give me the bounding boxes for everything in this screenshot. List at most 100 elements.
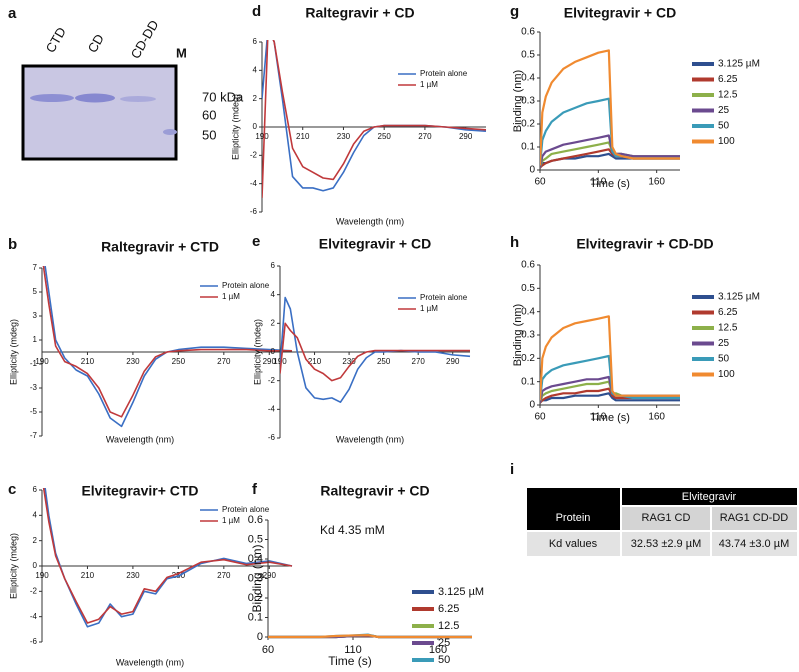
x-tick-label: 230 [337,132,351,141]
x-axis-label: Wavelength (nm) [116,657,184,667]
data-line [540,134,680,168]
x-tick-label: 160 [648,412,665,423]
y-tick-label: 0.4 [521,73,535,84]
y-axis-label: Ellipticity (mdeg) [8,533,18,599]
data-line [44,266,293,428]
x-axis-label: Time (s) [590,412,630,424]
x-axis-label: Wavelength (nm) [336,434,404,444]
cell-text: 32.53 ±2.9 µM [631,538,701,550]
legend-label: Protein alone [420,293,468,302]
data-line [540,392,680,404]
cell [622,532,710,556]
y-tick-label: 6 [253,37,258,46]
x-tick-label: 210 [81,571,95,580]
x-tick-label: 270 [217,357,231,366]
y-tick-label: 2 [33,536,38,545]
legend-label: 1 µM [420,304,438,313]
panel-label: b [8,236,17,253]
x-tick-label: 210 [81,357,95,366]
y-tick-label: 0.2 [248,592,263,604]
x-tick-label: 290 [459,132,473,141]
panel-label: c [8,481,16,498]
chart: d Raltegravir + CD 6 4 2 0 -2 -4 -6 190 210 230 250 2… [230,3,487,226]
legend-label: 100 [718,136,735,147]
chart-title: Elvitegravir+ CTD [81,483,198,499]
x-tick-label: 290 [263,571,277,580]
band [75,93,115,103]
band [163,129,177,135]
y-tick-label: 5 [33,287,38,296]
legend-label: 6.25 [718,307,738,318]
y-tick-label: 0.6 [521,27,535,38]
panel-label: f [252,481,258,498]
cell [622,507,710,530]
y-tick-label: -1 [30,359,38,368]
legend-label: Protein alone [222,505,270,514]
marker-label: 50 [202,127,216,142]
table-panel: i Elvitegravir Protein RAG1 CD RAG1 CD-D… [510,461,797,556]
x-tick-label: 250 [172,357,186,366]
legend-label: 25 [438,637,450,649]
y-tick-label: -4 [250,179,258,188]
y-axis-label: Binding (nm) [512,304,524,366]
lane-label: M [176,45,187,60]
annotation: Kd 4.35 mM [320,523,385,537]
x-tick-label: 250 [377,357,391,366]
x-axis-label: Wavelength (nm) [336,216,404,226]
legend-label: 50 [718,354,730,365]
header-cell [527,488,620,530]
panel-label: d [252,3,261,20]
y-tick-label: 0.5 [521,50,535,61]
marker-label: 70 kDa [202,89,244,104]
y-axis-label: Ellipticity (mdeg) [8,319,18,385]
x-tick-label: 230 [126,357,140,366]
x-tick-label: 160 [429,644,447,656]
y-tick-label: 7 [33,263,38,272]
y-tick-label: -4 [268,404,276,413]
y-tick-label: 0.5 [521,283,535,294]
marker-label: 60 [202,107,216,122]
cell-text: Kd values [549,538,598,550]
y-tick-label: -4 [30,612,38,621]
chart-title: Elvitegravir + CD [564,5,676,21]
y-tick-label: 0.1 [248,611,263,623]
x-tick-label: 230 [126,571,140,580]
x-axis-label: Time (s) [590,178,630,190]
data-line [262,40,487,192]
x-tick-label: 290 [446,357,460,366]
y-tick-label: 2 [271,318,276,327]
x-tick-label: 60 [262,644,274,656]
panel-label: g [510,3,519,20]
legend-label: 3.125 µM [718,59,760,70]
legend-label: 1 µM [222,516,240,525]
chart-title: Elvitegravir + CD-DD [576,236,713,252]
y-tick-label: -5 [30,407,38,416]
x-tick-label: 110 [590,177,606,188]
x-tick-label: 210 [296,132,310,141]
y-tick-label: 0.6 [248,514,263,526]
x-tick-label: 110 [344,644,362,656]
y-tick-label: -3 [30,383,38,392]
y-tick-label: -2 [268,376,276,385]
legend-label: 100 [438,671,456,672]
y-tick-label: -7 [30,431,38,440]
legend-label: 12.5 [718,90,738,101]
legend-label: 12.5 [438,620,459,632]
legend-label: Protein alone [222,281,270,290]
y-tick-label: 0.2 [521,353,535,364]
legend-label: 1 µM [420,80,438,89]
chart: f Raltegravir + CD 0 0.1 0.2 0.3 0.4 0.5 0.6 60 11… [248,481,484,672]
panel-label: i [510,461,514,478]
y-tick-label: 0.3 [248,572,263,584]
legend-label: 3.125 µM [438,586,484,598]
y-tick-label: 0.3 [521,330,535,341]
data-line [540,354,680,401]
lane-label: CTD [43,25,69,56]
x-tick-label: 190 [35,357,49,366]
x-tick-label: 230 [342,357,356,366]
cell [712,507,797,530]
y-tick-label: 2 [253,94,258,103]
data-line [42,488,293,624]
chart: g Elvitegravir + CD 0 0.1 0.2 0.3 0.4 0.5 0.6 60 1… [510,3,760,190]
